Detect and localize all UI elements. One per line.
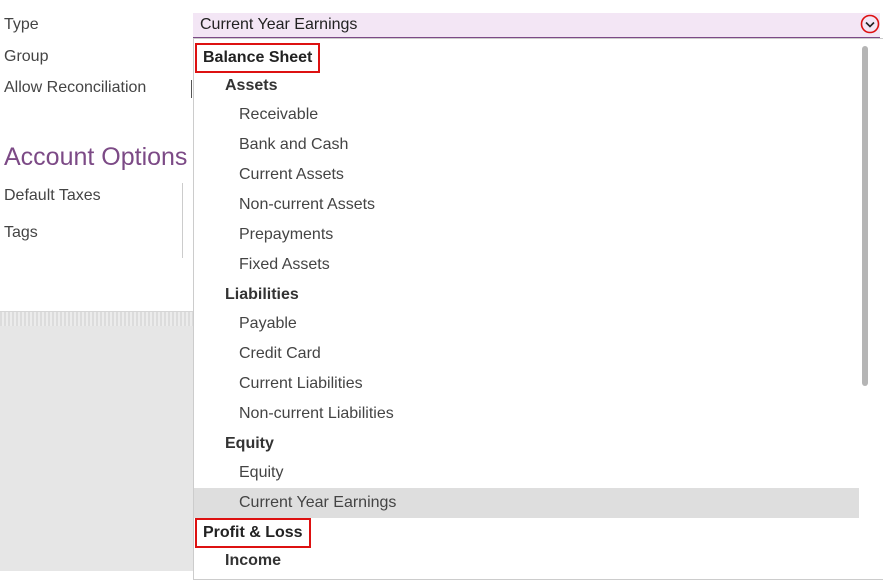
option-row[interactable]: Current Liabilities bbox=[194, 369, 859, 399]
option: Non-current Liabilities bbox=[239, 405, 394, 422]
section-title: Account Options bbox=[4, 143, 188, 171]
option: Non-current Assets bbox=[239, 196, 376, 213]
scrollbar[interactable] bbox=[862, 46, 868, 386]
group-header-row: Equity bbox=[194, 429, 859, 458]
option-row[interactable]: Non-current Liabilities bbox=[194, 399, 859, 429]
option-row[interactable]: Prepayments bbox=[194, 220, 859, 250]
option-list: Balance Sheet Assets Receivable Bank and Ca… bbox=[194, 43, 859, 575]
field-label: Default Taxes bbox=[4, 187, 101, 204]
option: Prepayments bbox=[239, 226, 334, 243]
option-row[interactable]: Non-current Assets bbox=[194, 190, 859, 220]
dropdown-toggle[interactable] bbox=[860, 14, 880, 34]
field-label: Group bbox=[4, 48, 49, 65]
group-header-row: Liabilities bbox=[194, 280, 859, 309]
field-label: Allow Reconciliation bbox=[4, 79, 147, 96]
option-row[interactable]: Receivable bbox=[194, 100, 859, 130]
group-header: Income bbox=[225, 552, 282, 569]
field-label: Type bbox=[4, 16, 39, 33]
option-row[interactable]: Payable bbox=[194, 309, 859, 339]
option-row[interactable]: Current Assets bbox=[194, 160, 859, 190]
option-row[interactable]: Credit Card bbox=[194, 339, 859, 369]
type-select[interactable]: Current Year Earnings bbox=[193, 13, 880, 38]
section-header-row: Profit & Loss bbox=[194, 518, 859, 548]
option: Receivable bbox=[239, 106, 319, 123]
option-row[interactable]: Fixed Assets bbox=[194, 250, 859, 280]
option: Payable bbox=[239, 315, 297, 332]
option-row[interactable]: Bank and Cash bbox=[194, 130, 859, 160]
option-row[interactable]: Equity bbox=[194, 458, 859, 488]
select-value: Current Year Earnings bbox=[200, 16, 358, 33]
option: Current Assets bbox=[239, 166, 344, 183]
group-header: Liabilities bbox=[225, 286, 299, 303]
option: Current Year Earnings bbox=[239, 494, 397, 511]
option-row[interactable]: Current Year Earnings bbox=[194, 488, 859, 518]
option: Fixed Assets bbox=[239, 256, 330, 273]
group-header: Equity bbox=[225, 435, 274, 452]
group-header-row: Income bbox=[194, 546, 859, 575]
option: Bank and Cash bbox=[239, 136, 349, 153]
field-label: Tags bbox=[4, 224, 38, 241]
option: Equity bbox=[239, 464, 284, 481]
section-header: Balance Sheet bbox=[195, 43, 321, 73]
separator bbox=[182, 183, 183, 258]
option: Current Liabilities bbox=[239, 375, 363, 392]
section-header-row: Balance Sheet bbox=[194, 43, 859, 73]
checkbox-edge bbox=[191, 80, 192, 98]
option: Credit Card bbox=[239, 345, 321, 362]
section-header: Profit & Loss bbox=[195, 518, 311, 548]
group-header: Assets bbox=[225, 77, 278, 94]
dropdown-menu: Balance Sheet Assets Receivable Bank and Ca… bbox=[193, 38, 883, 580]
group-header-row: Assets bbox=[194, 71, 859, 100]
